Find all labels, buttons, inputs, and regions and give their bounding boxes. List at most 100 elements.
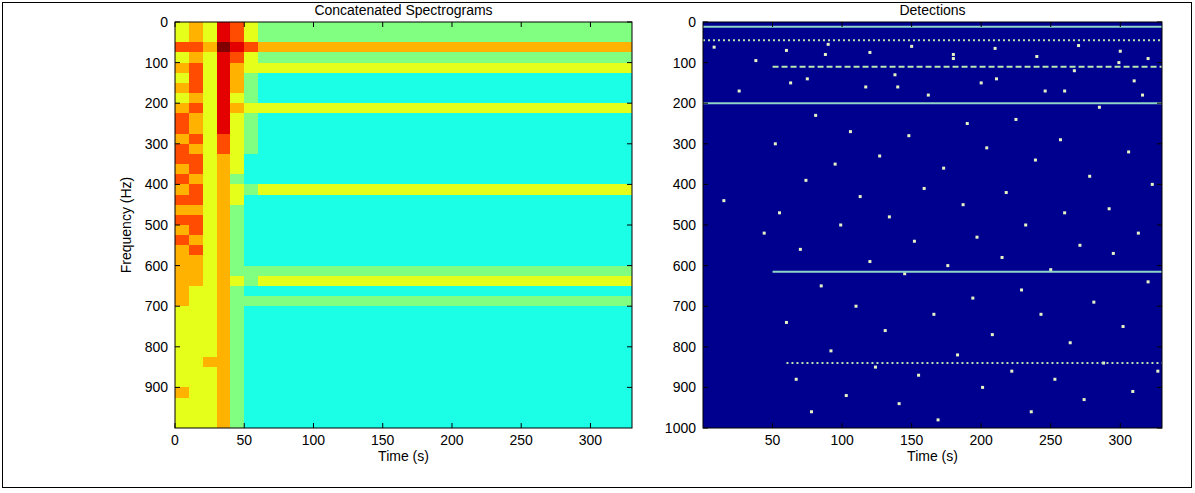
heatmap-cell xyxy=(300,124,342,135)
heatmap-cell xyxy=(230,377,244,388)
heatmap-cell xyxy=(383,134,425,145)
heatmap-cell xyxy=(217,83,231,94)
heatmap-cell xyxy=(549,215,591,226)
heatmap-cell xyxy=(383,103,425,114)
heatmap-cell xyxy=(549,387,591,398)
heatmap-cell xyxy=(175,398,189,409)
heatmap-cell xyxy=(230,63,244,74)
heatmap-cell xyxy=(341,63,383,74)
heatmap-cell xyxy=(341,327,383,338)
heatmap-cell xyxy=(189,408,203,419)
heatmap-cell xyxy=(466,245,508,256)
detection-dot xyxy=(1014,118,1017,121)
detection-dot xyxy=(1117,61,1120,64)
heatmap-cell xyxy=(507,73,549,84)
heatmap-cell xyxy=(590,93,632,104)
heatmap-cell xyxy=(341,42,383,53)
detection-dot xyxy=(896,85,899,88)
heatmap-cell xyxy=(341,255,383,266)
detection-dot xyxy=(1131,390,1134,393)
heatmap-cell xyxy=(203,387,217,398)
heatmap-cell xyxy=(203,357,217,368)
x-tick xyxy=(313,22,314,428)
heatmap-cell xyxy=(507,337,549,348)
heatmap-cell xyxy=(258,408,300,419)
heatmap-cell xyxy=(175,306,189,317)
heatmap-cell xyxy=(258,42,300,53)
heatmap-cell xyxy=(258,195,300,206)
heatmap-cell xyxy=(175,286,189,297)
heatmap-cell xyxy=(203,327,217,338)
heatmap-cell xyxy=(383,174,425,185)
heatmap-cell xyxy=(383,408,425,419)
heatmap-cell xyxy=(258,225,300,236)
heatmap-cell xyxy=(424,347,466,358)
heatmap-cell xyxy=(175,316,189,327)
heatmap-cell xyxy=(230,276,244,287)
heatmap-cell xyxy=(341,124,383,135)
detection-dot xyxy=(806,77,809,80)
detection-dot xyxy=(874,366,877,369)
y-tick-label: 400 xyxy=(145,176,169,192)
heatmap-cell xyxy=(341,306,383,317)
detection-line xyxy=(703,26,1162,28)
heatmap-cell xyxy=(300,225,342,236)
heatmap-cell xyxy=(466,164,508,175)
detection-dot xyxy=(785,49,788,52)
heatmap-cell xyxy=(244,245,258,256)
y-tick xyxy=(703,387,1162,388)
heatmap-cell xyxy=(258,367,300,378)
heatmap-cell xyxy=(549,134,591,145)
heatmap-cell xyxy=(341,83,383,94)
heatmap-cell xyxy=(258,316,300,327)
heatmap-cell xyxy=(549,144,591,155)
y-tick-label: 300 xyxy=(145,136,169,152)
y-tick-label: 600 xyxy=(673,258,697,274)
heatmap-cell xyxy=(424,418,466,428)
heatmap-cell xyxy=(383,306,425,317)
detection-dot xyxy=(1112,252,1115,255)
detection-dot xyxy=(976,236,979,239)
heatmap-cell xyxy=(341,418,383,428)
heatmap-cell xyxy=(175,63,189,74)
heatmap-cell xyxy=(244,296,258,307)
heatmap-cell xyxy=(341,286,383,297)
detection-dot xyxy=(985,146,988,149)
heatmap-cell xyxy=(383,93,425,104)
heatmap-cell xyxy=(203,205,217,216)
heatmap-cell xyxy=(203,418,217,428)
heatmap-cell xyxy=(590,184,632,195)
heatmap-cell xyxy=(466,184,508,195)
heatmap-cell xyxy=(383,235,425,246)
heatmap-cell xyxy=(590,83,632,94)
heatmap-cell xyxy=(507,377,549,388)
detection-dot xyxy=(1108,207,1111,210)
heatmap-cell xyxy=(189,316,203,327)
heatmap-cell xyxy=(466,327,508,338)
y-tick-label: 1000 xyxy=(665,420,696,436)
heatmap-cell xyxy=(590,347,632,358)
heatmap-cell xyxy=(466,124,508,135)
heatmap-cell xyxy=(244,52,258,63)
heatmap-cell xyxy=(466,408,508,419)
heatmap-cell xyxy=(175,347,189,358)
heatmap-cell xyxy=(203,367,217,378)
heatmap-cell xyxy=(300,195,342,206)
detection-dot xyxy=(913,240,916,243)
heatmap-cell xyxy=(189,42,203,53)
heatmap-cell xyxy=(203,113,217,124)
heatmap-cell xyxy=(217,398,231,409)
detection-dot xyxy=(1024,224,1027,227)
heatmap-cell xyxy=(466,134,508,145)
heatmap-cell xyxy=(189,387,203,398)
heatmap-cell xyxy=(549,164,591,175)
heatmap-cell xyxy=(341,103,383,114)
heatmap-cell xyxy=(244,377,258,388)
heatmap-cell xyxy=(507,327,549,338)
heatmap-cell xyxy=(230,103,244,114)
heatmap-cell xyxy=(189,347,203,358)
heatmap-cell xyxy=(203,164,217,175)
heatmap-cell xyxy=(507,276,549,287)
heatmap-cell xyxy=(466,337,508,348)
heatmap-cell xyxy=(217,357,231,368)
